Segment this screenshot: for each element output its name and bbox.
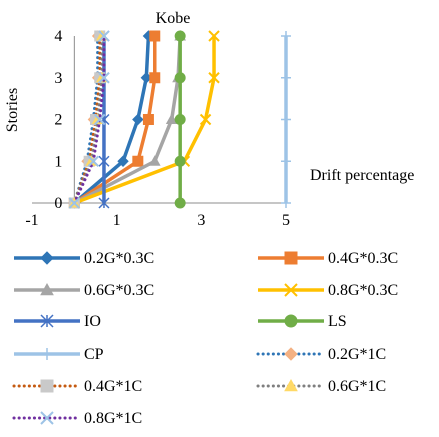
- data-point: [148, 155, 161, 166]
- data-point: [94, 113, 106, 126]
- legend-swatch-marker: [40, 282, 54, 296]
- legend-label: CP: [84, 346, 104, 363]
- data-point: [281, 114, 291, 125]
- legend-item: 0.4G*1C: [12, 378, 142, 395]
- legend-swatch-marker: [40, 251, 54, 265]
- data-point: [281, 72, 291, 83]
- data-point: [132, 113, 144, 126]
- legend-label: IO: [84, 313, 101, 330]
- y-axis-label: Stories: [4, 88, 21, 132]
- legend-label: 0.4G*0.3C: [328, 250, 398, 267]
- plot-area: -1 1 3 5 0 1 2 3 4: [25, 28, 291, 229]
- data-point: [174, 155, 186, 167]
- legend-label: 0.4G*1C: [84, 378, 142, 395]
- legend-label: LS: [328, 313, 347, 330]
- legend-swatch-marker: [41, 348, 53, 360]
- series-LS: [174, 30, 186, 209]
- legend-swatch-marker: [40, 379, 54, 393]
- legend-swatch-marker: [40, 411, 54, 425]
- legend-item: 0.2G*0.3C: [14, 250, 154, 267]
- y-tick-label: 2: [54, 112, 62, 129]
- data-point: [208, 30, 220, 42]
- legend-item: 0.2G*1C: [256, 346, 386, 363]
- data-point: [149, 30, 161, 42]
- data-point: [98, 155, 110, 167]
- data-point: [199, 113, 212, 126]
- data-point: [142, 114, 154, 125]
- x-tick-label: 1: [113, 212, 121, 229]
- data-point: [281, 156, 291, 167]
- x-tick-label: 3: [197, 212, 205, 229]
- legend: 0.2G*0.3C 0.4G*0.3C 0.6G*0.3C 0.8G*0.3C IO LS…: [12, 250, 398, 427]
- legend-swatch-marker: [284, 378, 298, 392]
- legend-label: 0.8G*1C: [84, 410, 142, 427]
- data-point: [174, 72, 186, 84]
- data-point: [281, 198, 291, 208]
- data-point: [68, 197, 81, 209]
- legend-item: 0.8G*0.3C: [258, 282, 398, 299]
- legend-item: LS: [258, 313, 347, 330]
- series-0.2G*0.3C: [68, 30, 155, 209]
- legend-swatch-marker: [40, 314, 54, 328]
- data-point: [174, 114, 186, 125]
- legend-label: 0.8G*0.3C: [328, 282, 398, 299]
- x-tick-label: 5: [282, 212, 290, 229]
- data-point: [281, 31, 291, 41]
- data-point: [149, 72, 161, 84]
- data-point: [174, 30, 186, 42]
- chart-title: Kobe: [156, 10, 191, 27]
- legend-item: 0.8G*1C: [12, 410, 142, 427]
- series-0.8G*1C: [68, 30, 110, 209]
- data-point: [98, 197, 110, 209]
- data-point: [87, 155, 100, 167]
- x-axis-label: Drift percentage: [310, 167, 414, 184]
- legend-label: 0.2G*0.3C: [84, 250, 154, 267]
- legend-swatch-marker: [284, 347, 298, 361]
- legend-swatch-marker: [284, 314, 298, 328]
- legend-item: IO: [14, 313, 101, 330]
- x-tick-label: -1: [25, 212, 38, 229]
- legend-item: 0.6G*1C: [256, 378, 386, 395]
- series-CP: [281, 31, 291, 208]
- legend-label: 0.2G*1C: [328, 346, 386, 363]
- legend-item: 0.4G*0.3C: [258, 250, 398, 267]
- legend-label: 0.6G*0.3C: [84, 282, 154, 299]
- data-point: [117, 155, 129, 167]
- y-tick-label: 1: [54, 153, 62, 170]
- series-0.6G*0.3C: [68, 29, 187, 208]
- data-point: [165, 113, 178, 124]
- legend-label: 0.6G*1C: [328, 378, 386, 395]
- y-tick-label: 0: [54, 195, 62, 212]
- legend-item: CP: [14, 346, 104, 363]
- legend-swatch-marker: [284, 283, 298, 297]
- data-point: [132, 155, 144, 167]
- data-point: [98, 30, 110, 42]
- data-point: [98, 72, 110, 84]
- y-tick-label: 3: [54, 70, 62, 87]
- data-point: [208, 72, 220, 84]
- data-point: [174, 197, 186, 209]
- legend-swatch-marker: [284, 251, 298, 265]
- y-tick-label: 4: [54, 28, 62, 45]
- legend-item: 0.6G*0.3C: [14, 282, 154, 299]
